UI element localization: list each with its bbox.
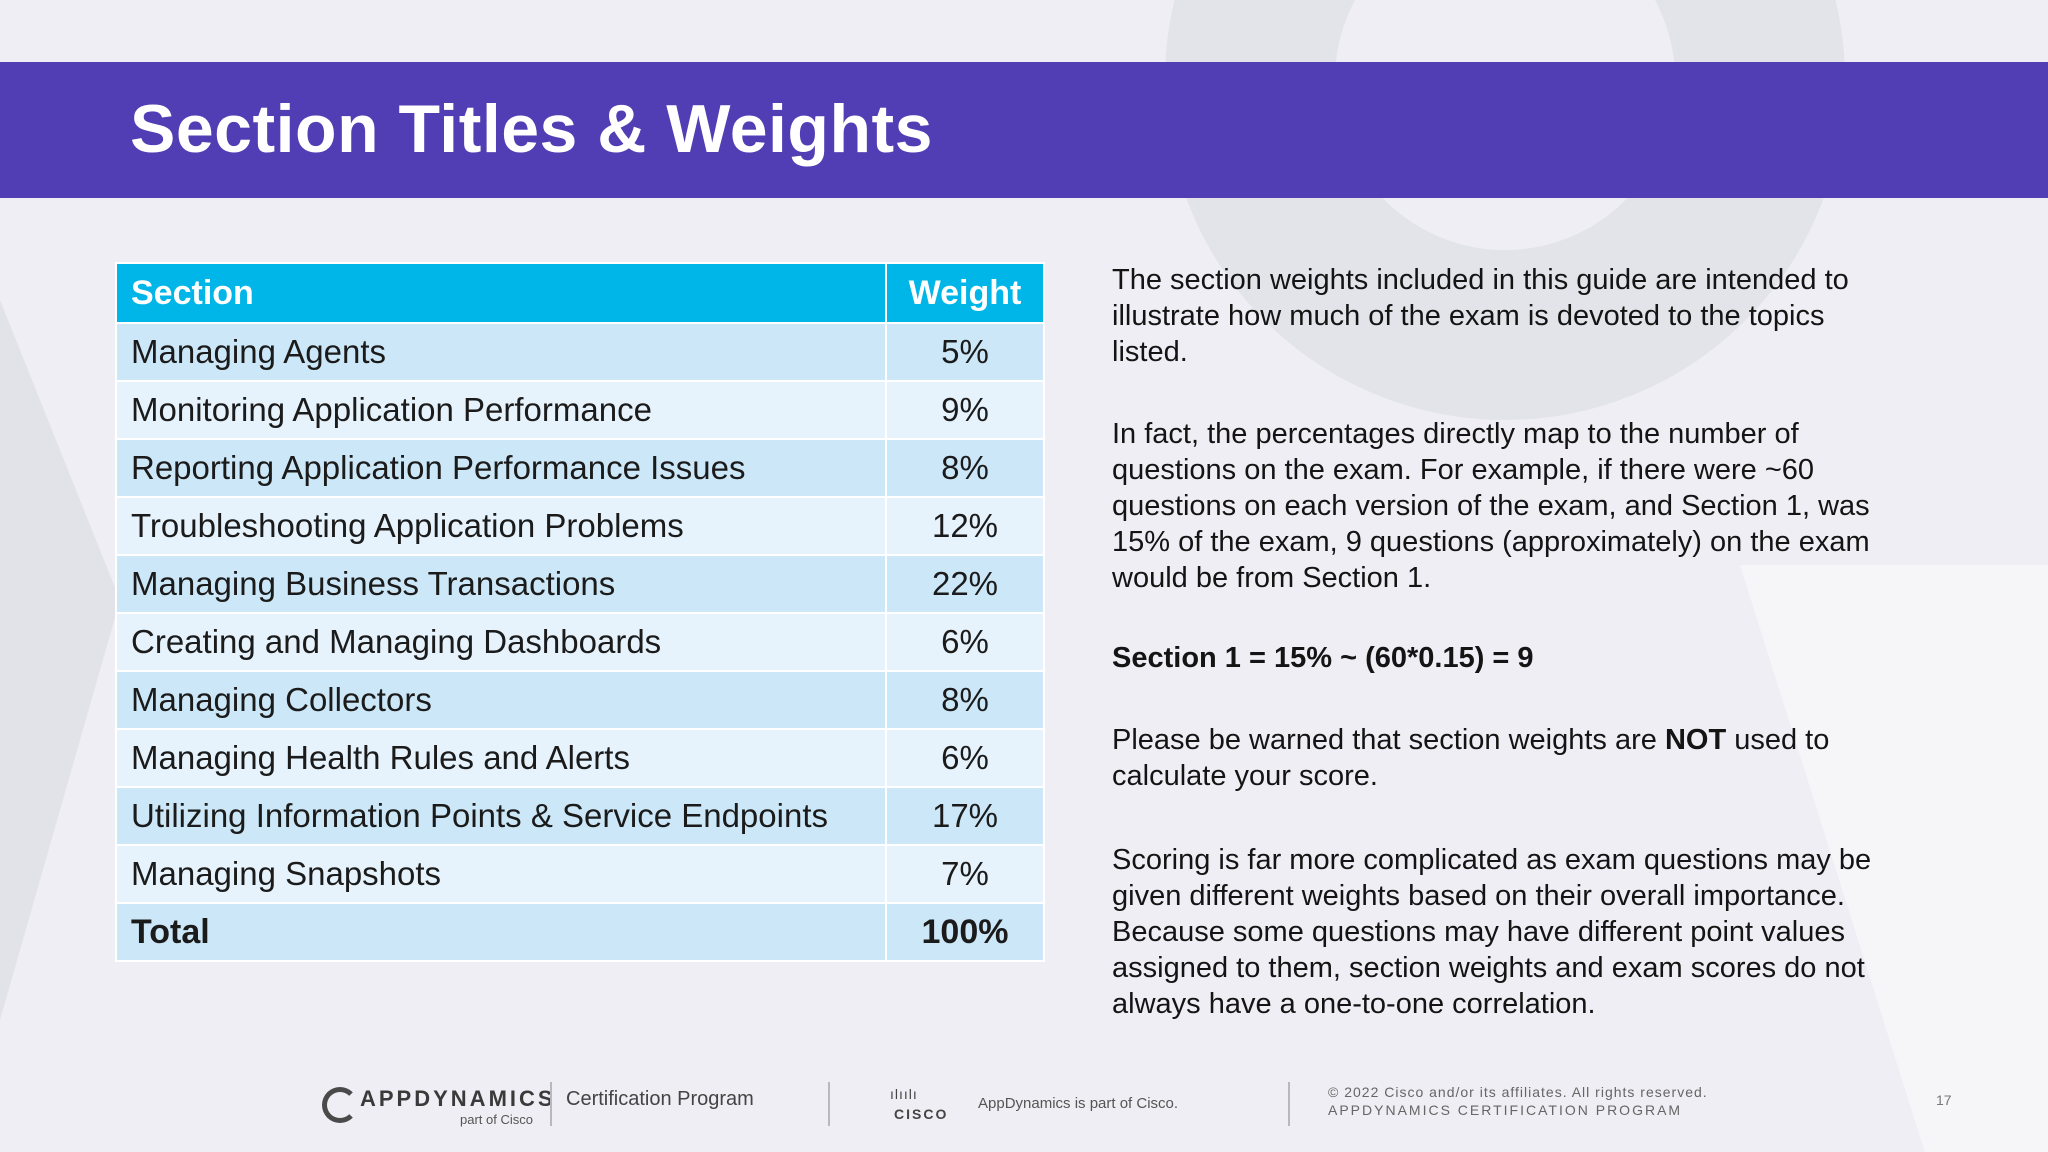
table-row: Creating and Managing Dashboards 6% [115, 612, 1045, 672]
intro-paragraph: The section weights included in this gui… [1112, 264, 1849, 368]
warning-text-start: Please be warned that section weights ar… [1112, 724, 1665, 756]
table-row: Monitoring Application Performance 9% [115, 380, 1045, 440]
section-weight: 8% [885, 438, 1045, 498]
footer-divider [1288, 1082, 1290, 1126]
table-row: Troubleshooting Application Problems 12% [115, 496, 1045, 556]
program-caption: APPDYNAMICS CERTIFICATION PROGRAM [1328, 1102, 1683, 1118]
footer-divider [550, 1082, 552, 1126]
title-banner: Section Titles & Weights [0, 62, 2048, 198]
section-name: Managing Collectors [115, 670, 887, 730]
header-section: Section [115, 262, 887, 324]
mapping-paragraph: In fact, the percentages directly map to… [1112, 418, 1870, 594]
section-name: Creating and Managing Dashboards [115, 612, 887, 672]
section-weight: 12% [885, 496, 1045, 556]
total-weight: 100% [885, 902, 1045, 962]
section-weight: 17% [885, 786, 1045, 846]
total-label: Total [115, 902, 887, 962]
part-of-cisco-text: AppDynamics is part of Cisco. [978, 1095, 1179, 1112]
table-row: Managing Business Transactions 22% [115, 554, 1045, 614]
appdynamics-logo-icon [322, 1087, 358, 1123]
table-total-row: Total 100% [115, 902, 1045, 962]
background-triangle-shape [0, 300, 120, 1020]
section-name: Utilizing Information Points & Service E… [115, 786, 887, 846]
section-name: Managing Business Transactions [115, 554, 887, 614]
footer: APPDYNAMICS part of Cisco Certification … [0, 1072, 2048, 1152]
section-name: Managing Snapshots [115, 844, 887, 904]
section-name: Troubleshooting Application Problems [115, 496, 887, 556]
section-name: Managing Agents [115, 322, 887, 382]
brand-subtitle: part of Cisco [460, 1112, 533, 1127]
section-weight: 22% [885, 554, 1045, 614]
brand-name: APPDYNAMICS [360, 1086, 556, 1111]
copyright-text: © 2022 Cisco and/or its affiliates. All … [1328, 1084, 1708, 1100]
section-name: Monitoring Application Performance [115, 380, 887, 440]
formula-line: Section 1 = 15% ~ (60*0.15) = 9 [1112, 642, 1534, 674]
section-name: Managing Health Rules and Alerts [115, 728, 887, 788]
cisco-wordmark: CISCO [894, 1106, 949, 1122]
section-weight: 9% [885, 380, 1045, 440]
table-row: Reporting Application Performance Issues… [115, 438, 1045, 498]
warning-text-end: used to calculate your score. [1112, 724, 1830, 792]
scoring-paragraph: Scoring is far more complicated as exam … [1112, 844, 1872, 1020]
table-row: Managing Health Rules and Alerts 6% [115, 728, 1045, 788]
section-name: Reporting Application Performance Issues [115, 438, 887, 498]
table-row: Utilizing Information Points & Service E… [115, 786, 1045, 846]
cisco-logo-icon: ılıılı [890, 1086, 918, 1102]
table-row: Managing Agents 5% [115, 322, 1045, 382]
section-weights-table: Section Weight Managing Agents 5% Monito… [115, 262, 1045, 962]
section-weight: 6% [885, 728, 1045, 788]
warning-paragraph: Please be warned that section weights ar… [1112, 722, 1902, 794]
section-weight: 8% [885, 670, 1045, 730]
page-title: Section Titles & Weights [130, 91, 933, 167]
table-row: Managing Snapshots 7% [115, 844, 1045, 904]
table-row: Managing Collectors 8% [115, 670, 1045, 730]
certification-label: Certification Program [566, 1088, 754, 1110]
footer-divider [828, 1082, 830, 1126]
section-weight: 6% [885, 612, 1045, 672]
warning-emphasis: NOT [1664, 724, 1727, 756]
page-number: 17 [1936, 1092, 1952, 1108]
section-weight: 7% [885, 844, 1045, 904]
table-header-row: Section Weight [115, 262, 1045, 324]
section-weight: 5% [885, 322, 1045, 382]
header-weight: Weight [885, 262, 1045, 324]
